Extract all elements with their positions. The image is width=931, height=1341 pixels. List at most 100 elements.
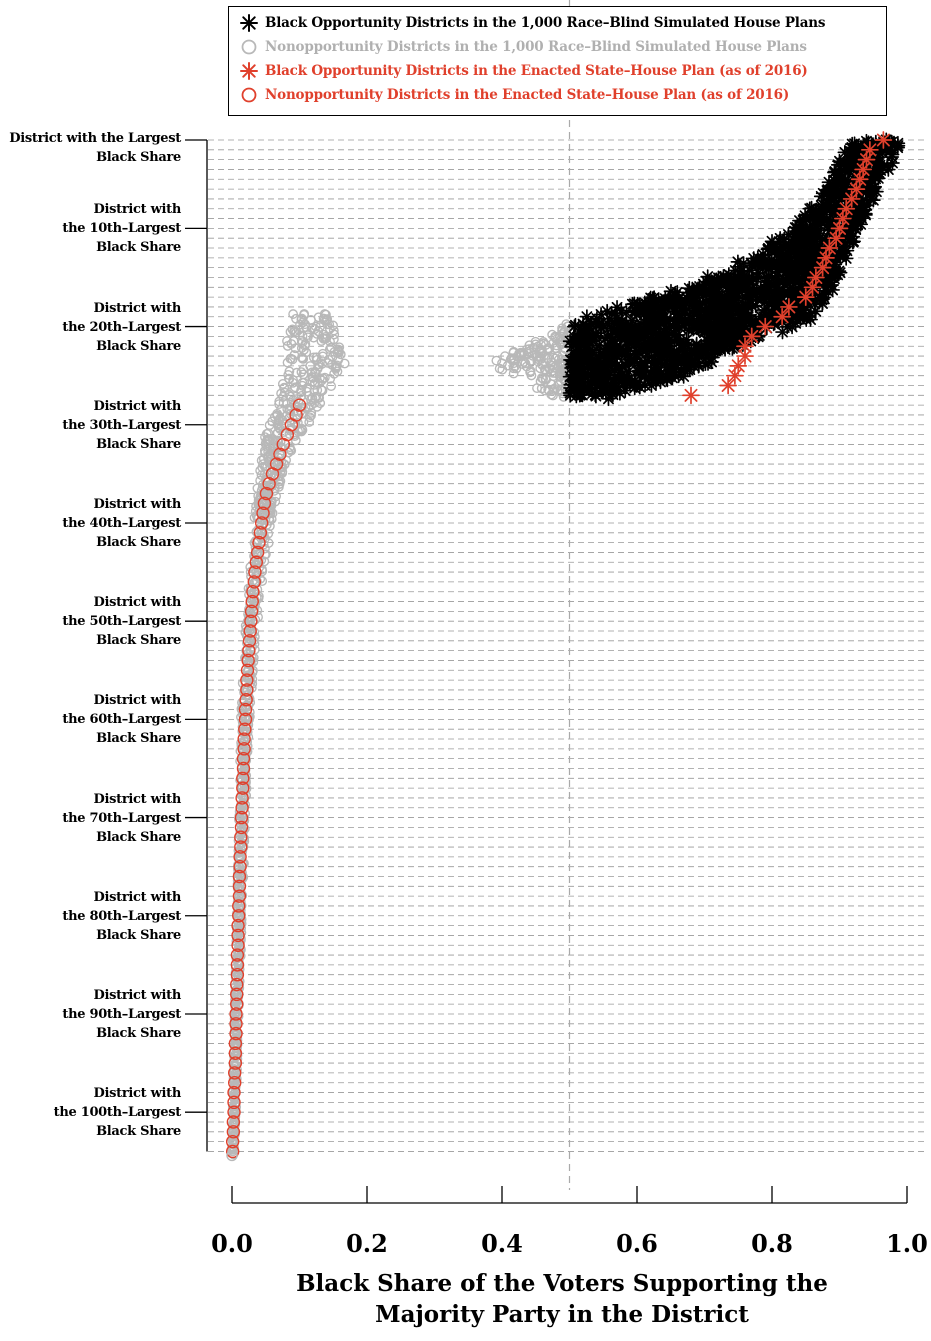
x-tick-label: 0.4	[481, 1229, 523, 1258]
y-tick-label: District with the Largest Black Share	[9, 129, 181, 167]
simulated-nonopportunity-point	[287, 354, 298, 365]
simulated-nonopportunity-point	[312, 364, 323, 374]
legend: Black Opportunity Districts in the 1,000…	[228, 6, 887, 116]
x-tick-label: 0.2	[346, 1229, 388, 1258]
legend-label: Nonopportunity Districts in the 1,000 Ra…	[265, 39, 807, 55]
y-tick-label-line: the 20th–Largest	[62, 319, 181, 335]
x-tick-label: 0.8	[751, 1229, 793, 1258]
y-tick-label-line: the 50th–Largest	[62, 614, 181, 630]
simulated-opportunity-point	[676, 369, 692, 384]
enacted-opportunity-point	[736, 347, 754, 365]
simulated-nonopportunity-point	[546, 389, 557, 400]
y-tick-label: District with the 40th–Largest Black Share	[62, 495, 181, 552]
y-tick-label-line: Black Share	[96, 1124, 181, 1140]
simulated-nonopportunity-point	[332, 348, 343, 358]
simulated-nonopportunity-point	[260, 432, 270, 443]
y-tick-label: District with the 10th–Largest Black Share	[62, 200, 181, 257]
simulated-nonopportunity-point	[255, 501, 266, 512]
y-tick-label-line: the 70th–Largest	[62, 810, 181, 826]
y-tick-label-line: District with	[93, 791, 182, 807]
x-tick-label: 0.6	[616, 1229, 658, 1258]
simulated-opportunity-point	[686, 321, 701, 336]
y-tick-label: District with the 100th–Largest Black Shar…	[53, 1084, 182, 1141]
simulated-nonopportunity-point	[226, 1149, 238, 1162]
simulated-opportunity-point	[573, 387, 589, 403]
simulated-nonopportunity-point	[258, 539, 269, 550]
y-tick-label-line: District with	[93, 202, 182, 218]
simulated-opportunity-point	[648, 375, 664, 390]
simulated-nonopportunity-point	[237, 727, 248, 738]
simulated-opportunity-point	[562, 385, 578, 401]
legend-label: Black Opportunity Districts in the Enact…	[265, 63, 808, 79]
legend-label: Black Opportunity Districts in the 1,000…	[265, 15, 826, 31]
y-tick-label-line: District with	[93, 1086, 182, 1102]
simulated-nonopportunity-point	[259, 549, 270, 560]
simulated-nonopportunity-point	[251, 501, 261, 512]
y-tick-label-line: District with	[93, 496, 182, 512]
y-tick-label-line: District with	[93, 595, 182, 611]
simulated-nonopportunity-point	[298, 369, 309, 380]
simulated-nonopportunity-point	[526, 370, 537, 381]
simulated-nonopportunity-point	[274, 399, 284, 410]
y-tick-label: District with the 90th–Largest Black Share	[62, 986, 181, 1043]
y-tick-label-line: District with	[93, 398, 182, 414]
axes	[185, 139, 908, 1204]
simulated-nonopportunity-points	[227, 309, 574, 1160]
simulated-nonopportunity-point	[321, 309, 331, 320]
x-axis-title: Black Share of the Voters Supporting the…	[232, 1268, 892, 1330]
grid-lines	[208, 139, 928, 1152]
enacted-opportunity-point	[827, 229, 845, 248]
simulated-nonopportunity-point	[308, 352, 319, 363]
legend-item-enacted-opportunity: Black Opportunity Districts in the Enact…	[237, 61, 808, 81]
y-tick-label-line: District with	[93, 300, 182, 316]
simulated-nonopportunity-point	[264, 420, 275, 431]
simulated-nonopportunity-point	[282, 357, 293, 368]
y-tick-label-line: Black Share	[96, 338, 181, 354]
simulated-nonopportunity-point	[304, 417, 315, 427]
simulated-opportunity-points	[562, 132, 906, 407]
simulated-nonopportunity-point	[304, 412, 315, 423]
simulated-opportunity-point	[605, 386, 621, 402]
y-tick-label-line: Black Share	[96, 927, 181, 943]
simulated-nonopportunity-point	[307, 393, 318, 403]
y-tick-label-line: District with the Largest	[9, 131, 181, 146]
simulated-nonopportunity-point	[309, 398, 320, 408]
y-tick-label-line: District with	[93, 987, 182, 1003]
y-tick-label-line: the 10th–Largest	[62, 221, 181, 237]
red-asterisk-icon	[240, 62, 258, 80]
simulated-nonopportunity-point	[240, 751, 251, 761]
y-tick-label-line: Black Share	[96, 1025, 181, 1041]
y-tick-label: District with the 80th–Largest Black Share	[62, 888, 181, 945]
simulated-nonopportunity-point	[532, 383, 542, 394]
y-tick-label-line: the 100th–Largest	[53, 1105, 182, 1121]
simulated-nonopportunity-point	[283, 369, 294, 380]
simulated-nonopportunity-point	[290, 382, 301, 393]
simulated-opportunity-point	[627, 380, 643, 396]
simulated-nonopportunity-point	[314, 392, 325, 403]
enacted-opportunity-point	[780, 298, 798, 316]
simulated-nonopportunity-point	[278, 427, 289, 437]
simulated-nonopportunity-point	[235, 858, 245, 869]
simulated-nonopportunity-point	[320, 333, 330, 344]
enacted-opportunity-point	[756, 317, 775, 336]
simulated-nonopportunity-point	[233, 835, 244, 846]
y-tick-label-line: Black Share	[96, 240, 181, 256]
y-tick-label-line: Black Share	[96, 150, 181, 165]
simulated-nonopportunity-point	[306, 400, 316, 411]
y-tick-label-line: Black Share	[96, 731, 181, 747]
y-tick-label-line: the 90th–Largest	[62, 1006, 181, 1022]
simulated-nonopportunity-point	[310, 367, 320, 377]
simulated-nonopportunity-point	[297, 353, 308, 364]
simulated-nonopportunity-point	[287, 324, 298, 335]
y-tick-label-line: Black Share	[96, 829, 181, 845]
simulated-nonopportunity-point	[288, 336, 299, 346]
simulated-nonopportunity-point	[325, 373, 336, 384]
gray-circle-icon	[241, 39, 257, 55]
y-tick-label-line: Black Share	[96, 633, 181, 649]
y-tick-label-line: the 30th–Largest	[62, 417, 181, 433]
y-tick-label: District with the 30th–Largest Black Share	[62, 397, 181, 454]
enacted-opportunity-point	[874, 131, 893, 149]
y-tick-label: District with the 20th–Largest Black Share	[62, 299, 181, 356]
simulated-nonopportunity-point	[308, 332, 319, 343]
